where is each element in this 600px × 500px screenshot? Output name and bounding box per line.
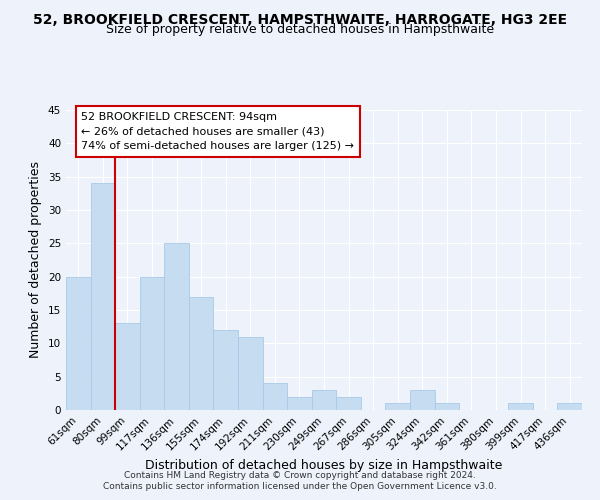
Bar xyxy=(164,244,189,410)
Text: Contains public sector information licensed under the Open Government Licence v3: Contains public sector information licen… xyxy=(103,482,497,491)
Text: 52, BROOKFIELD CRESCENT, HAMPSTHWAITE, HARROGATE, HG3 2EE: 52, BROOKFIELD CRESCENT, HAMPSTHWAITE, H… xyxy=(33,12,567,26)
Bar xyxy=(385,404,410,410)
Bar xyxy=(557,404,582,410)
Bar xyxy=(189,296,214,410)
Bar xyxy=(115,324,140,410)
Bar xyxy=(66,276,91,410)
Text: Contains HM Land Registry data © Crown copyright and database right 2024.: Contains HM Land Registry data © Crown c… xyxy=(124,471,476,480)
Bar xyxy=(238,336,263,410)
Text: Size of property relative to detached houses in Hampsthwaite: Size of property relative to detached ho… xyxy=(106,22,494,36)
Bar xyxy=(91,184,115,410)
Bar xyxy=(214,330,238,410)
Bar xyxy=(336,396,361,410)
Bar xyxy=(140,276,164,410)
Bar xyxy=(410,390,434,410)
X-axis label: Distribution of detached houses by size in Hampsthwaite: Distribution of detached houses by size … xyxy=(145,458,503,471)
Bar xyxy=(263,384,287,410)
Text: 52 BROOKFIELD CRESCENT: 94sqm
← 26% of detached houses are smaller (43)
74% of s: 52 BROOKFIELD CRESCENT: 94sqm ← 26% of d… xyxy=(82,112,355,151)
Bar xyxy=(508,404,533,410)
Bar xyxy=(287,396,312,410)
Bar xyxy=(434,404,459,410)
Bar xyxy=(312,390,336,410)
Y-axis label: Number of detached properties: Number of detached properties xyxy=(29,162,43,358)
